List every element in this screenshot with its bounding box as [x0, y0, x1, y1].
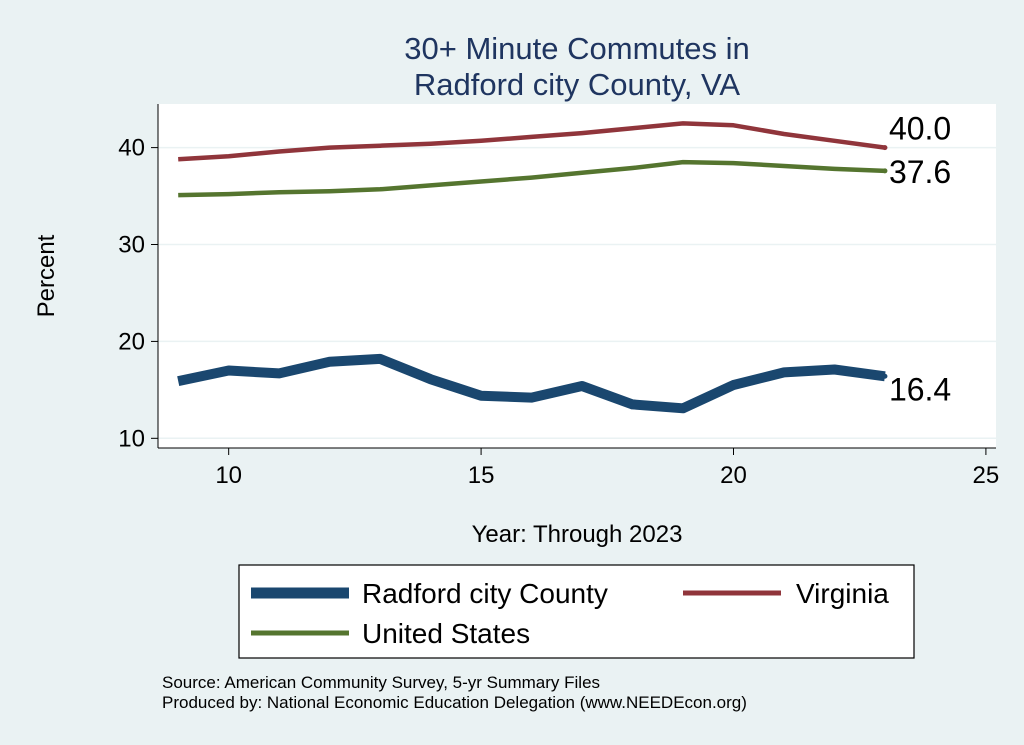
series-line-united-states [178, 159, 885, 198]
x-tick-label-15: 15 [468, 462, 495, 489]
y-tick-label-10: 10 [118, 425, 145, 452]
y-axis-title: Percent [33, 234, 60, 317]
end-point-united-states [882, 168, 888, 174]
x-tick-label-10: 10 [215, 462, 242, 489]
end-point-radford [882, 373, 888, 379]
legend-box [238, 564, 915, 659]
y-ticks: 10 20 30 40 [118, 135, 158, 452]
x-ticks: 10 15 20 25 [215, 448, 999, 489]
end-label-united-states: 37.6 [889, 154, 951, 190]
legend-label-united-states: United States [362, 618, 530, 649]
chart-title-line-1: 30+ Minute Commutes in [404, 31, 749, 66]
producer-note: Produced by: National Economic Education… [162, 693, 747, 712]
plot-area [158, 104, 996, 448]
x-tick-label-20: 20 [720, 462, 747, 489]
source-note: Source: American Community Survey, 5-yr … [162, 673, 600, 692]
end-labels: 16.4 37.6 40.0 [889, 111, 951, 408]
legend-label-radford: Radford city County [362, 578, 608, 609]
end-point-virginia [882, 145, 888, 151]
y-tick-label-20: 20 [118, 328, 145, 355]
end-label-virginia: 40.0 [889, 111, 951, 147]
y-tick-label-40: 40 [118, 135, 145, 162]
end-label-radford: 16.4 [889, 371, 951, 407]
x-axis-title: Year: Through 2023 [472, 521, 683, 548]
series-lines [177, 121, 888, 414]
chart-title-line-2: Radford city County, VA [414, 67, 741, 102]
legend-label-virginia: Virginia [796, 578, 889, 609]
series-line-virginia [178, 121, 886, 162]
y-tick-label-30: 30 [118, 232, 145, 259]
x-tick-label-25: 25 [973, 462, 1000, 489]
series-line-radford [177, 353, 886, 414]
grid-lines [158, 146, 996, 440]
